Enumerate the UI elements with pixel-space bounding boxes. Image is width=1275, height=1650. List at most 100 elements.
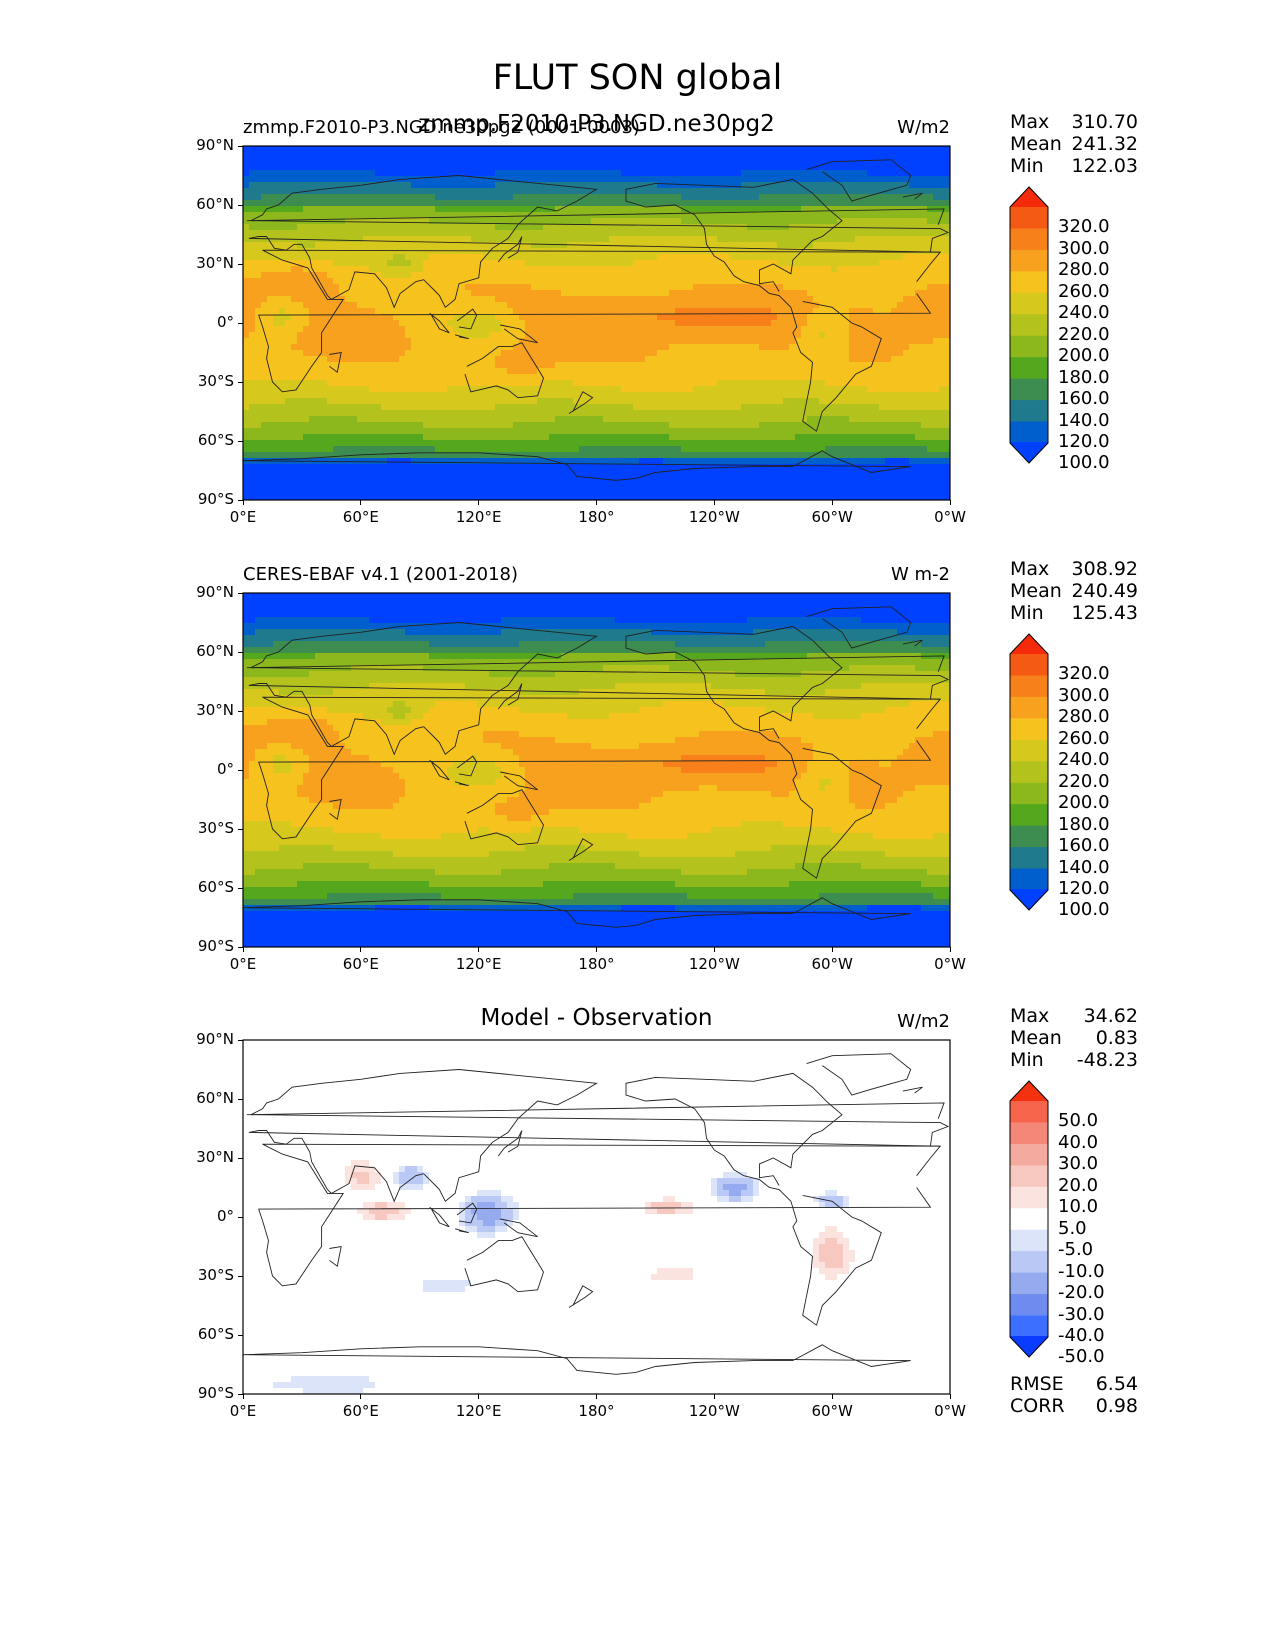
coastline — [456, 755, 478, 777]
stat-value: 0.83 — [1096, 1027, 1138, 1049]
stat-row: Min 125.43 — [1010, 602, 1138, 624]
x-tick-label: 60°E — [321, 508, 401, 526]
colorbar-tick-label: 240.0 — [1058, 302, 1110, 323]
coastline — [806, 606, 912, 649]
colorbar-swatch — [1010, 739, 1048, 762]
colorbar-tick-label: 20.0 — [1058, 1175, 1098, 1196]
panel-left-title: CERES-EBAF v4.1 (2001-2018) — [243, 564, 518, 585]
y-tick-label: 30°S — [153, 372, 234, 390]
x-tick-mark — [831, 500, 833, 505]
coastline — [329, 1245, 342, 1267]
stat-value: 241.32 — [1072, 133, 1138, 155]
colorbar-tick-label: 220.0 — [1058, 771, 1110, 792]
y-tick-mark — [238, 651, 243, 653]
y-tick-mark — [238, 1039, 243, 1041]
panel-units: W m-2 — [830, 564, 950, 585]
coastline — [258, 696, 942, 840]
colorbar-tick-label: 100.0 — [1058, 452, 1110, 473]
colorbar-tick-label: 180.0 — [1058, 814, 1110, 835]
y-tick-label: 60°N — [153, 642, 234, 660]
x-tick-label: 60°W — [792, 1402, 872, 1420]
stat-label: Mean — [1010, 1027, 1062, 1049]
colorbar-tick-label: 280.0 — [1058, 259, 1110, 280]
coastline — [246, 208, 945, 225]
y-tick-label: 60°N — [153, 1089, 234, 1107]
panel-left-title: zmmp.F2010-P3.NGD.ne30pg2 (0001-0003) — [243, 117, 640, 138]
x-tick-mark — [949, 500, 951, 505]
colorbar-swatch — [1010, 271, 1048, 294]
stat-label: Max — [1010, 558, 1049, 580]
x-tick-mark — [360, 947, 362, 952]
colorbar-tick-label: 140.0 — [1058, 410, 1110, 431]
y-tick-mark — [238, 1098, 243, 1100]
coastline — [429, 1206, 450, 1228]
coastline — [790, 747, 882, 879]
colorbar — [1009, 1080, 1049, 1358]
x-tick-mark — [949, 947, 951, 952]
colorbar-tick-label: 160.0 — [1058, 835, 1110, 856]
x-tick-mark — [360, 1394, 362, 1399]
stat-value: 310.70 — [1072, 111, 1138, 133]
y-tick-label: 90°N — [153, 583, 234, 601]
x-tick-label: 180° — [557, 1402, 637, 1420]
stat-value: 122.03 — [1072, 155, 1138, 177]
colorbar-extend-min — [1010, 1336, 1048, 1357]
stat-row: RMSE 6.54 — [1010, 1373, 1138, 1395]
stat-row: Min 122.03 — [1010, 155, 1138, 177]
x-tick-mark — [596, 1394, 597, 1399]
colorbar-tick-label: 220.0 — [1058, 324, 1110, 345]
colorbar-swatch — [1010, 804, 1048, 827]
x-tick-label: 0°W — [910, 1402, 990, 1420]
colorbar-tick-label: 200.0 — [1058, 345, 1110, 366]
y-tick-label: 30°N — [153, 254, 234, 272]
y-tick-mark — [238, 887, 243, 889]
x-tick-mark — [478, 1394, 480, 1399]
stat-label: RMSE — [1010, 1373, 1064, 1395]
stat-row: Max 34.62 — [1010, 1005, 1138, 1027]
x-tick-mark — [242, 500, 244, 505]
y-tick-mark — [238, 204, 243, 206]
stat-value: 125.43 — [1072, 602, 1138, 624]
colorbar-tick-label: 260.0 — [1058, 281, 1110, 302]
stat-value: 6.54 — [1096, 1373, 1138, 1395]
colorbar-swatch — [1010, 1122, 1048, 1145]
coastline — [258, 1143, 942, 1287]
colorbar-tick-label: -50.0 — [1058, 1346, 1105, 1367]
y-tick-mark — [238, 1216, 243, 1218]
coastline — [248, 622, 950, 756]
stat-label: Min — [1010, 155, 1044, 177]
colorbar-swatch — [1010, 1294, 1048, 1317]
coastline — [568, 1285, 594, 1308]
colorbar-extend-max — [1010, 634, 1048, 656]
x-tick-mark — [242, 1394, 244, 1399]
colorbar-swatch — [1010, 1251, 1048, 1274]
coastline — [456, 1202, 478, 1224]
x-tick-label: 0°W — [910, 508, 990, 526]
stat-label: Min — [1010, 602, 1044, 624]
coastline — [625, 1072, 843, 1202]
stat-row: Mean 241.32 — [1010, 133, 1138, 155]
coastline — [568, 391, 594, 414]
coastline — [464, 342, 544, 399]
y-tick-label: 90°S — [153, 937, 234, 955]
y-tick-mark — [238, 592, 243, 594]
coastline — [248, 1069, 950, 1203]
stats-block: Max 308.92 Mean 240.49 Min 125.43 — [1010, 558, 1138, 624]
stat-value: -48.23 — [1077, 1049, 1138, 1071]
colorbar-swatch — [1010, 207, 1048, 230]
coastline — [464, 789, 544, 846]
y-tick-mark — [238, 440, 243, 442]
y-tick-label: 30°N — [153, 701, 234, 719]
colorbar-swatch — [1010, 292, 1048, 315]
coastline — [246, 655, 945, 672]
colorbar-tick-label: 280.0 — [1058, 706, 1110, 727]
colorbar-swatch — [1010, 314, 1048, 337]
y-tick-mark — [238, 769, 243, 771]
x-tick-mark — [831, 1394, 833, 1399]
coastline — [497, 1130, 523, 1157]
x-tick-label: 0°E — [203, 508, 283, 526]
colorbar-swatch — [1010, 868, 1048, 891]
x-tick-mark — [242, 947, 244, 952]
coastline — [497, 236, 523, 263]
colorbar-tick-label: 50.0 — [1058, 1110, 1098, 1131]
